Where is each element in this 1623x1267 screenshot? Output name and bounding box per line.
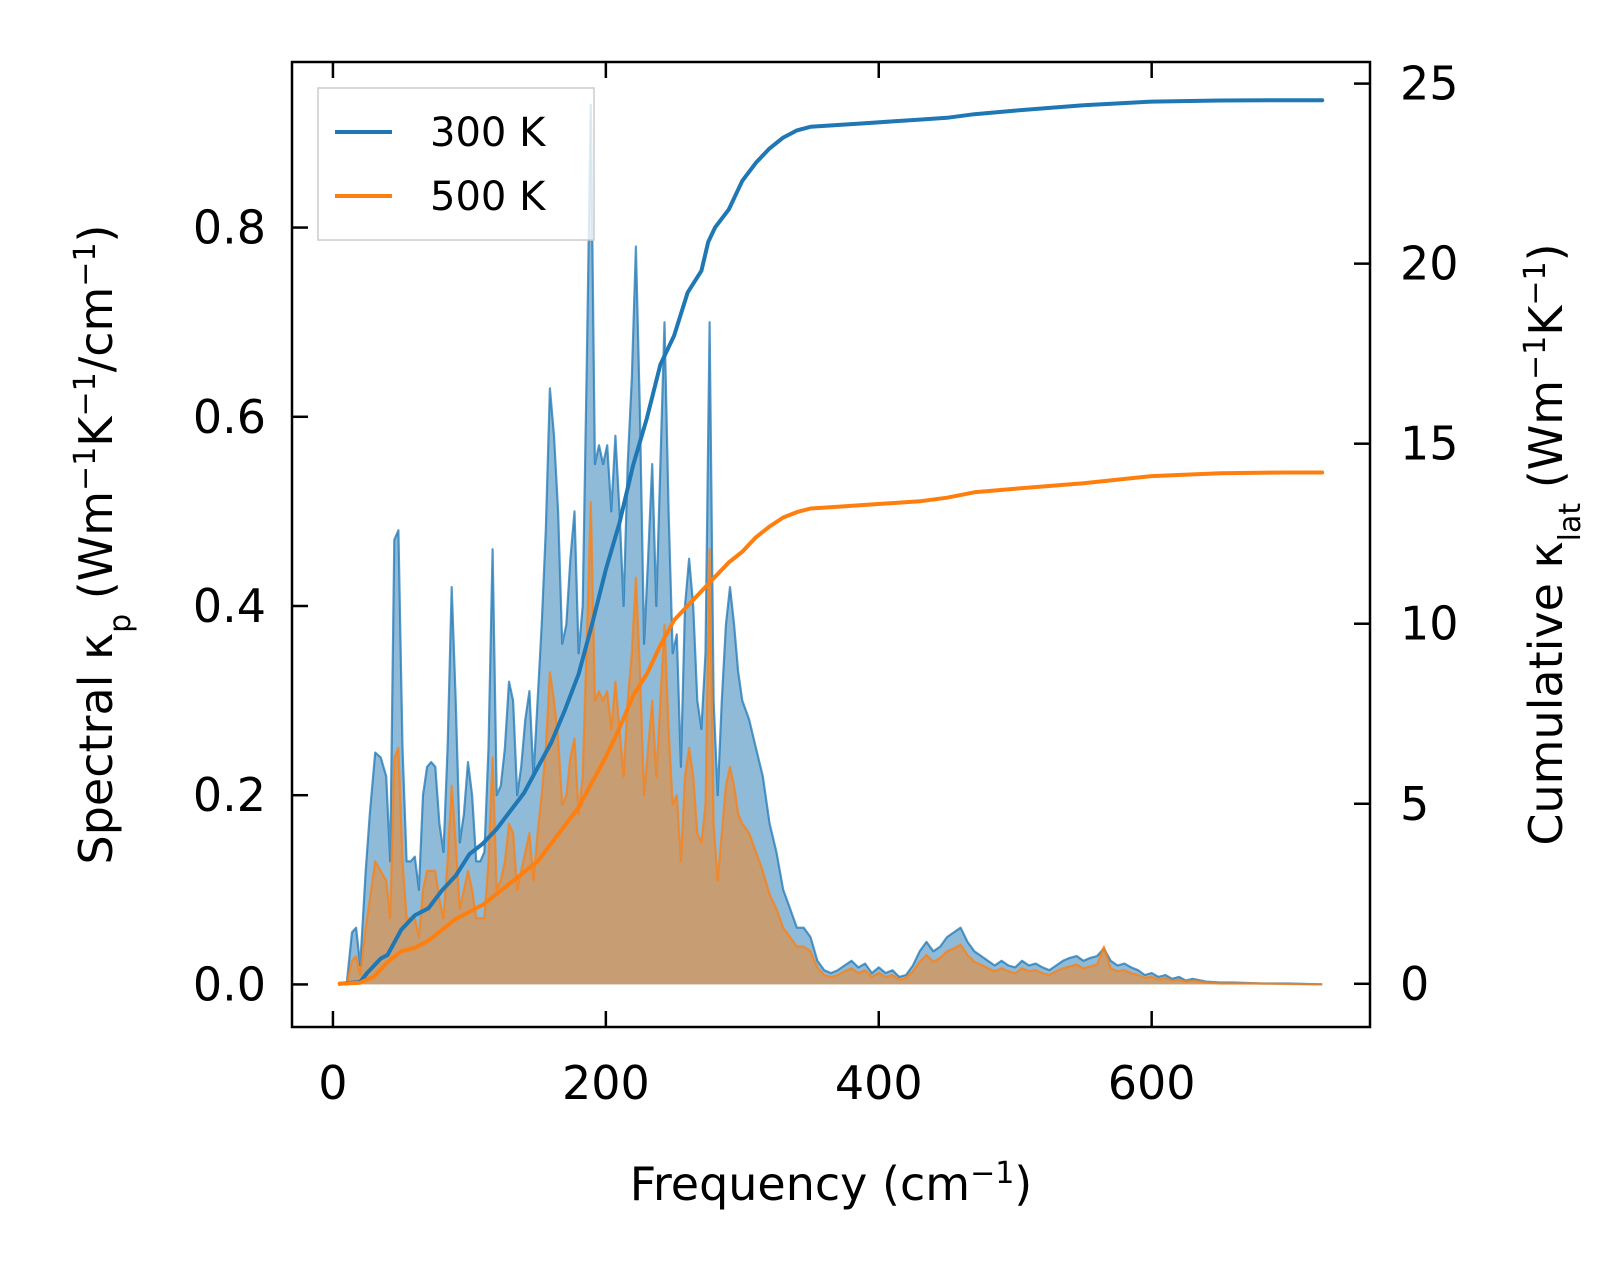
legend: 300 K 500 K [317, 87, 595, 241]
spectral-area-2 [339, 501, 1323, 985]
legend-box [317, 87, 595, 241]
spectral-line-2 [339, 500, 1323, 986]
y-right-axis-label: Cumulative κlat (Wm−1K−1) [1518, 243, 1588, 845]
y-right-tick-label: 0 [1400, 957, 1429, 1011]
cumulative-line-1 [337, 98, 1325, 986]
x-tick-label: 400 [835, 1056, 923, 1110]
y-right-tick-label: 20 [1400, 237, 1459, 291]
axis-labels: Frequency (cm−1) Spectral κp (Wm−1K−1/cm−… [68, 225, 1588, 1212]
legend-label: 300 K [430, 110, 547, 156]
spectral-fills [339, 103, 1323, 986]
y-left-tick-label: 0.2 [193, 768, 266, 822]
spectral-line-1 [339, 103, 1323, 986]
x-tick-label: 0 [318, 1056, 347, 1110]
cumulative-line-2 [337, 470, 1325, 986]
x-axis-label: Frequency (cm−1) [630, 1156, 1033, 1212]
legend-label: 500 K [430, 174, 547, 220]
y-right-tick-label: 15 [1400, 417, 1459, 471]
x-tick-label: 600 [1108, 1056, 1196, 1110]
y-left-axis-label: Spectral κp (Wm−1K−1/cm−1) [68, 225, 138, 865]
y-right-tick-label: 5 [1400, 777, 1429, 831]
x-tick-label: 200 [562, 1056, 650, 1110]
plot-frame [290, 60, 1372, 1029]
y-left-tick-label: 0.0 [193, 957, 266, 1011]
y-left-tick-label: 0.6 [193, 390, 266, 444]
axis-ticks: 0 200 400 600 0.0 0.2 0.4 0.6 0.8 0 5 10 15 20 25 [193, 57, 1459, 1110]
y-right-tick-label: 25 [1400, 57, 1459, 111]
y-right-tick-label: 10 [1400, 597, 1459, 651]
y-left-tick-label: 0.4 [193, 579, 266, 633]
y-left-tick-label: 0.8 [193, 201, 266, 255]
series-lines [337, 98, 1325, 986]
